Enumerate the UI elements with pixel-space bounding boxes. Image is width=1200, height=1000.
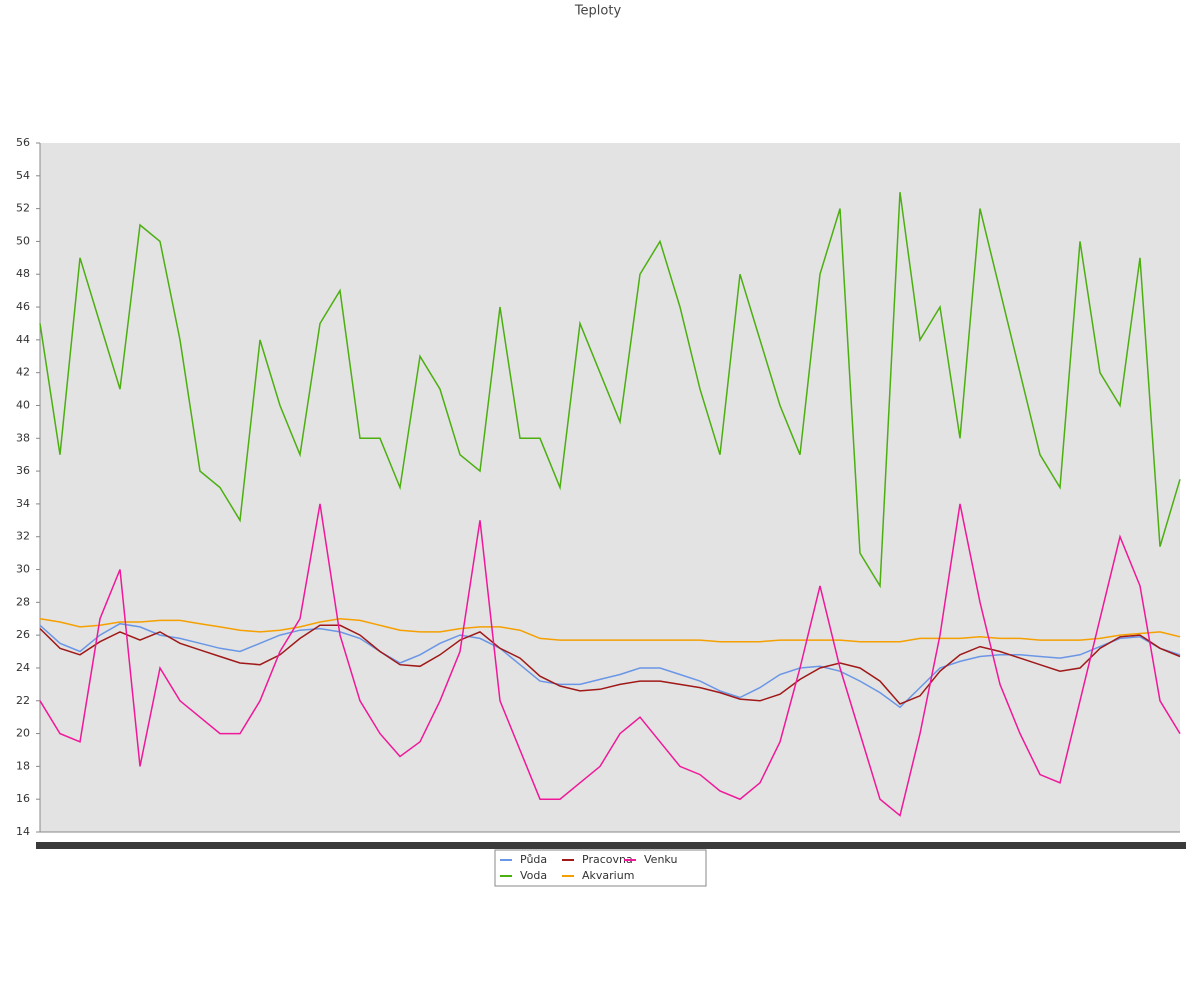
series-line <box>39 622 1181 709</box>
legend-label: Voda <box>520 869 547 882</box>
legend-label: Venku <box>644 853 677 866</box>
chart-title: Teploty <box>574 4 622 19</box>
y-tick-label: 22 <box>16 694 30 707</box>
y-tick-label: 16 <box>16 792 30 805</box>
y-tick-label: 54 <box>16 169 30 182</box>
y-tick-label: 38 <box>16 431 30 444</box>
series-line <box>39 192 1181 589</box>
y-tick-label: 50 <box>16 234 30 247</box>
y-tick-label: 14 <box>16 825 30 838</box>
series-line <box>39 624 1181 705</box>
y-tick-label: 40 <box>16 398 30 411</box>
y-tick-label: 44 <box>16 333 30 346</box>
legend-label: Pracovna <box>582 853 633 866</box>
y-tick-label: 26 <box>16 628 30 641</box>
y-tick-label: 48 <box>16 267 30 280</box>
y-tick-label: 34 <box>16 497 30 510</box>
series-line <box>39 617 1181 643</box>
y-tick-label: 24 <box>16 661 30 674</box>
y-tick-label: 56 <box>16 136 30 149</box>
y-tick-label: 18 <box>16 759 30 772</box>
y-tick-label: 42 <box>16 366 30 379</box>
plot-area <box>40 143 1180 832</box>
y-tick-label: 20 <box>16 727 30 740</box>
series-line <box>39 503 1181 817</box>
y-tick-label: 36 <box>16 464 30 477</box>
x-axis-labels-overlap <box>36 842 1186 849</box>
legend-label: Akvarium <box>582 869 634 882</box>
legend-box <box>494 849 707 887</box>
y-tick-label: 32 <box>16 530 30 543</box>
legend-label: Půda <box>520 853 547 866</box>
y-tick-label: 28 <box>16 595 30 608</box>
y-tick-label: 46 <box>16 300 30 313</box>
y-tick-label: 52 <box>16 202 30 215</box>
lines <box>39 192 1181 817</box>
y-tick-label: 30 <box>16 563 30 576</box>
